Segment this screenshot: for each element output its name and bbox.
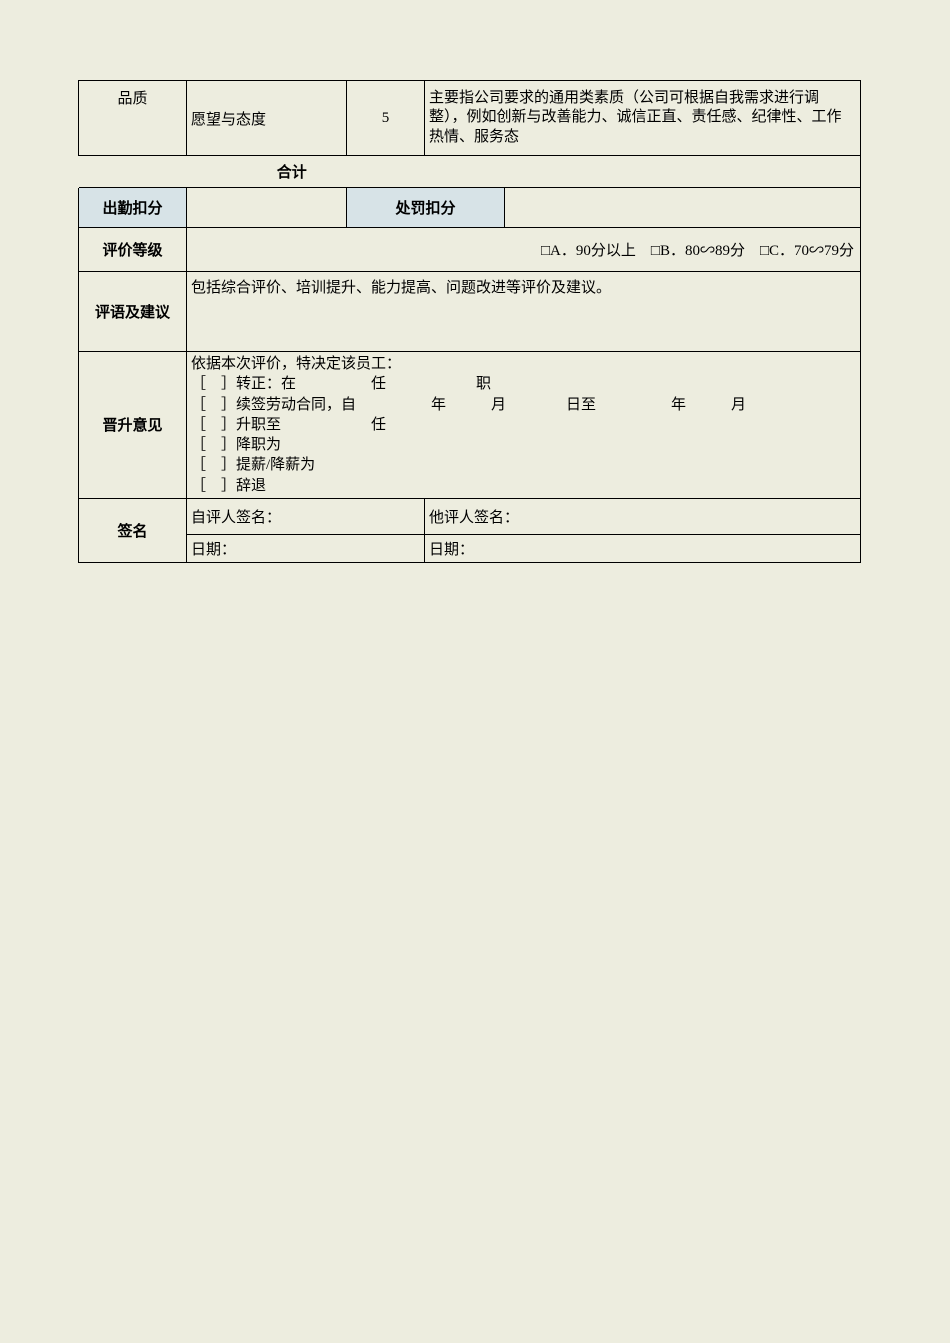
signature-label-cell: 签名: [79, 498, 187, 562]
comments-row: 评语及建议 包括综合评价、培训提升、能力提高、问题改进等评价及建议。: [79, 272, 861, 352]
promotion-line-6: ［ ］辞退: [191, 476, 856, 496]
total-label: 合计: [277, 165, 307, 181]
promotion-line-3: ［ ］升职至 任: [191, 415, 856, 435]
evaluation-form: 品质 愿望与态度 5 主要指公司要求的通用类素质（公司可根据自我需求进行调整），…: [78, 80, 860, 563]
comments-label-cell: 评语及建议: [79, 272, 187, 352]
promotion-row: 晋升意见 依据本次评价，特决定该员工： ［ ］转正：在 任 职 ［ ］续签劳动合…: [79, 352, 861, 499]
penalty-deduction-text: 处罚扣分: [395, 201, 455, 217]
rating-label-cell: 评价等级: [79, 228, 187, 272]
rating-label-text: 评价等级: [102, 243, 162, 259]
penalty-deduction-value[interactable]: [505, 188, 861, 228]
promotion-line-1: ［ ］转正：在 任 职: [191, 374, 856, 394]
comments-label-text: 评语及建议: [95, 305, 170, 321]
total-label-cell: 合计: [79, 156, 505, 188]
promotion-label-text: 晋升意见: [102, 418, 162, 434]
description-text: 主要指公司要求的通用类素质（公司可根据自我需求进行调整），例如创新与改善能力、诚…: [429, 90, 842, 145]
self-date-text: 日期：: [191, 542, 236, 558]
self-sign-text: 自评人签名：: [191, 510, 281, 526]
self-sign-cell[interactable]: 自评人签名：: [187, 498, 425, 534]
other-date-cell[interactable]: 日期：: [425, 534, 861, 562]
category-text: 品质: [117, 91, 147, 107]
attendance-deduction-label: 出勤扣分: [79, 188, 187, 228]
signature-row-2: 日期： 日期：: [79, 534, 861, 562]
item-cell: 愿望与态度: [187, 81, 347, 156]
quality-row: 品质 愿望与态度 5 主要指公司要求的通用类素质（公司可根据自我需求进行调整），…: [79, 81, 861, 156]
promotion-label-cell: 晋升意见: [79, 352, 187, 499]
attendance-deduction-text: 出勤扣分: [102, 201, 162, 217]
page-blank-area: [78, 563, 860, 1323]
promotion-line-4: ［ ］降职为: [191, 435, 856, 455]
rating-options-cell[interactable]: □A．90分以上 □B．80∽89分 □C．70∽79分: [187, 228, 861, 272]
comments-text: 包括综合评价、培训提升、能力提高、问题改进等评价及建议。: [191, 280, 611, 296]
total-value-cell: [505, 156, 861, 188]
comments-content-cell[interactable]: 包括综合评价、培训提升、能力提高、问题改进等评价及建议。: [187, 272, 861, 352]
promotion-content-cell[interactable]: 依据本次评价，特决定该员工： ［ ］转正：在 任 职 ［ ］续签劳动合同，自 年…: [187, 352, 861, 499]
promotion-line-5: ［ ］提薪/降薪为: [191, 455, 856, 475]
rating-row: 评价等级 □A．90分以上 □B．80∽89分 □C．70∽79分: [79, 228, 861, 272]
signature-label-text: 签名: [117, 524, 147, 540]
deduction-row: 出勤扣分 处罚扣分: [79, 188, 861, 228]
weight-cell: 5: [347, 81, 425, 156]
description-cell: 主要指公司要求的通用类素质（公司可根据自我需求进行调整），例如创新与改善能力、诚…: [425, 81, 861, 156]
total-row: 合计: [79, 156, 861, 188]
weight-text: 5: [382, 110, 390, 126]
rating-options-text: □A．90分以上 □B．80∽89分 □C．70∽79分: [541, 243, 854, 259]
self-date-cell[interactable]: 日期：: [187, 534, 425, 562]
item-text: 愿望与态度: [191, 112, 266, 128]
attendance-deduction-value[interactable]: [187, 188, 347, 228]
penalty-deduction-label: 处罚扣分: [347, 188, 505, 228]
signature-row-1: 签名 自评人签名： 他评人签名：: [79, 498, 861, 534]
other-sign-cell[interactable]: 他评人签名：: [425, 498, 861, 534]
promotion-intro: 依据本次评价，特决定该员工：: [191, 354, 856, 374]
other-sign-text: 他评人签名：: [429, 510, 519, 526]
other-date-text: 日期：: [429, 542, 474, 558]
category-cell: 品质: [79, 81, 187, 156]
form-table: 品质 愿望与态度 5 主要指公司要求的通用类素质（公司可根据自我需求进行调整），…: [78, 80, 861, 563]
promotion-line-2: ［ ］续签劳动合同，自 年 月 日至 年 月: [191, 395, 856, 415]
